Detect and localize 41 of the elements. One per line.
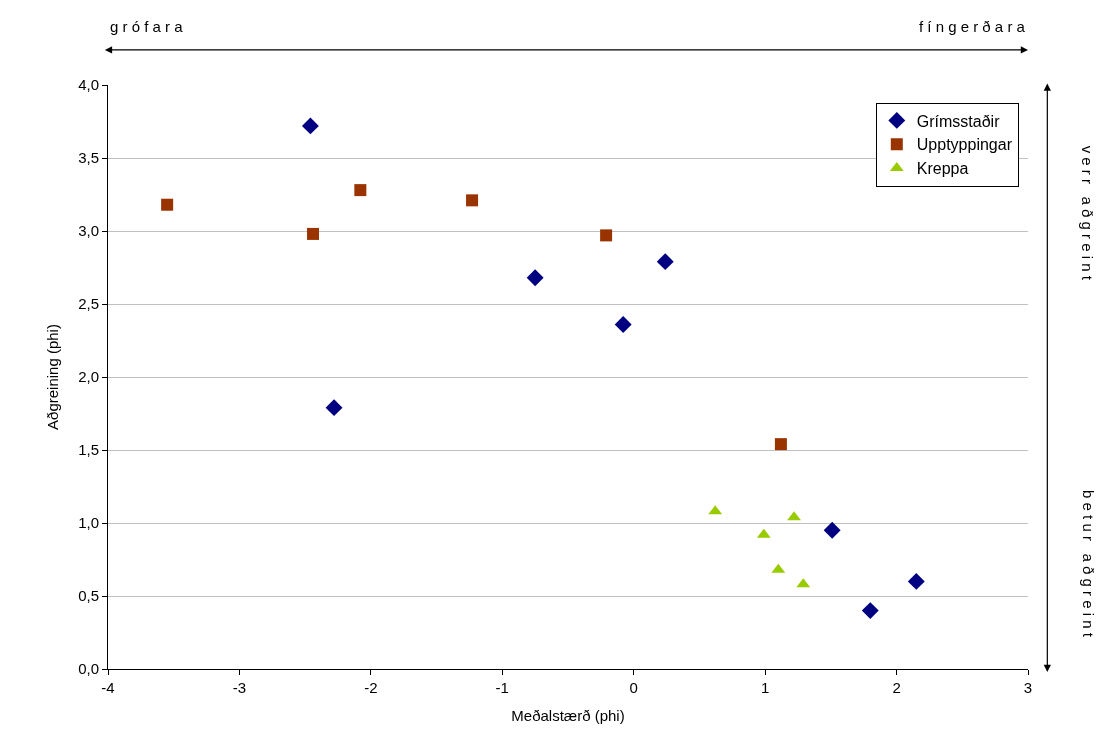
point [787, 511, 801, 521]
text: b e t u r a ð g r e i n t [1079, 490, 1097, 638]
x-axis-title: Meðalstærð (phi) [511, 707, 625, 724]
point [526, 269, 544, 287]
point [466, 194, 479, 207]
text: g r ó f a r a [110, 18, 184, 35]
y-tick-label: 2,0 [78, 368, 99, 386]
y-tick-label: 1,0 [78, 514, 99, 532]
x-tick-label: 2 [892, 679, 901, 696]
x-tick-label: 1 [760, 679, 770, 696]
y-tick-label: 4,0 [78, 76, 99, 94]
point [354, 184, 367, 197]
text: f í n g e r ð a r a [919, 18, 1026, 35]
y-tick-label: 3,0 [78, 222, 99, 240]
y-tick-label: 2,5 [78, 295, 99, 313]
point [861, 602, 879, 620]
point [301, 117, 319, 135]
x-tick-label: -1 [495, 679, 509, 696]
x-tick-label: -3 [232, 679, 247, 696]
x-tick-label: -2 [364, 679, 378, 696]
point [907, 572, 925, 590]
y-tick-label: 3,5 [78, 149, 99, 167]
y-axis-title: Aðgreining (phi) [44, 324, 62, 430]
point [325, 399, 343, 417]
legend-label: Grímsstaðir [916, 112, 1001, 130]
y-tick-label: 1,5 [78, 441, 99, 459]
legend-label: Kreppa [916, 160, 969, 178]
text: v e r r a ð g r e i n t [1079, 145, 1097, 281]
point [307, 227, 320, 240]
point [774, 438, 787, 451]
x-tick-label: 3 [1023, 679, 1033, 696]
x-tick-label: -4 [101, 679, 115, 696]
point [656, 253, 674, 271]
y-tick-label: 0,5 [78, 587, 99, 605]
x-tick-label: 0 [629, 679, 638, 696]
point [614, 315, 632, 333]
point [161, 198, 174, 211]
point [600, 229, 613, 242]
point [823, 521, 841, 539]
legend-label: Upptyppingar [916, 136, 1013, 154]
y-tick-label: 0,0 [78, 660, 99, 678]
